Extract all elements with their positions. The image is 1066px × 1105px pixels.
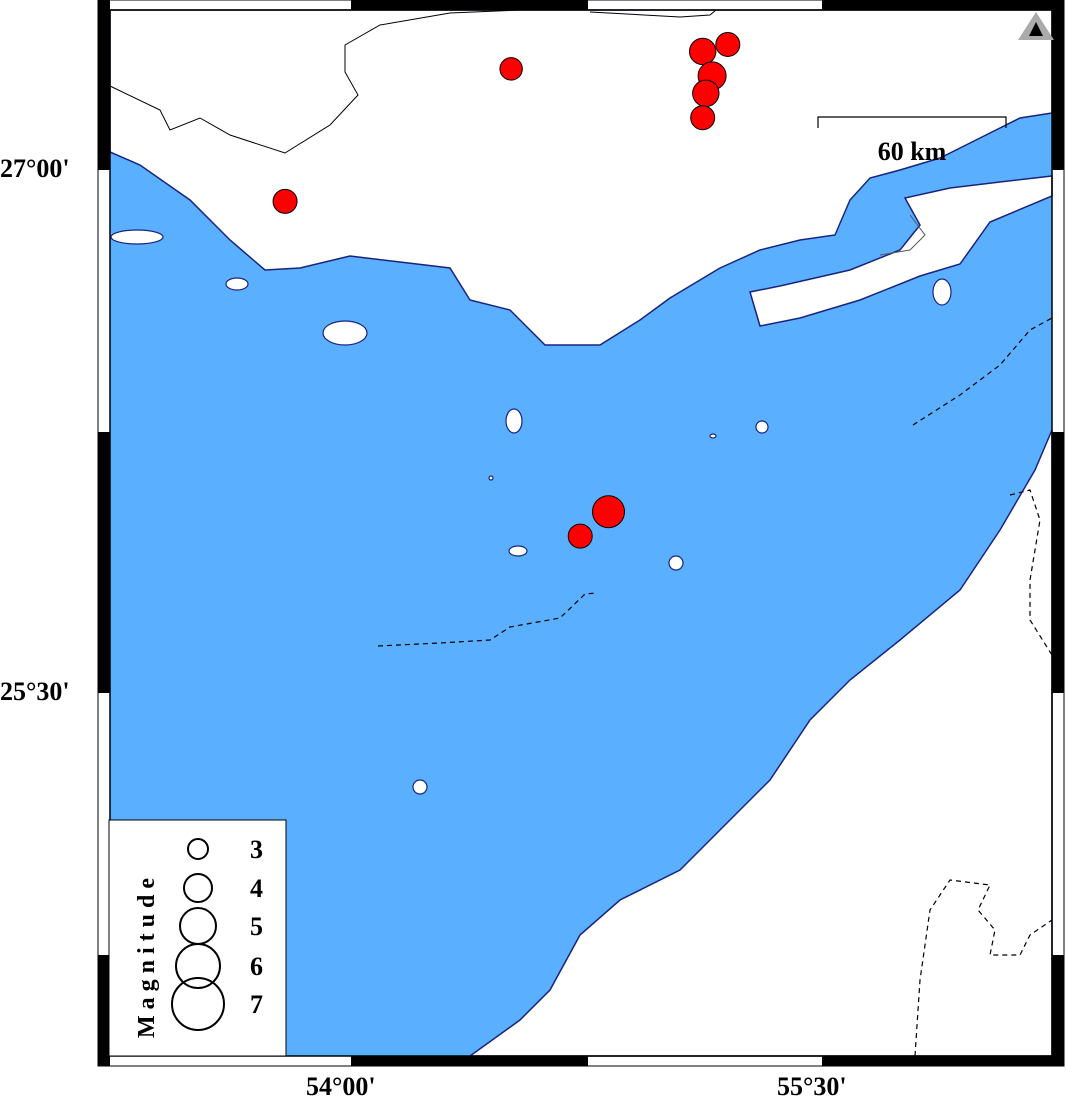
maritime-boundary [377,317,1053,1057]
triangle-icon [1018,12,1054,40]
map-frame [97,0,1065,1067]
events-layer [272,31,741,549]
legend-label: 7 [250,990,263,1019]
legend-circle [175,943,221,989]
legend-title: Magnitude [134,872,160,1038]
legend-label: 6 [250,952,263,981]
land-south [467,429,1053,1057]
x-tick-label: 55°30' [777,1072,847,1101]
border-line [879,214,926,256]
y-tick-label: 27°00' [0,154,70,183]
border-line [589,9,717,18]
legend: Magnitude 3 4 5 6 7 [108,819,287,1057]
legend-circle [171,977,225,1031]
border-line [109,9,521,154]
legend-circle [187,838,209,860]
scale-bar-label: 60 km [878,137,947,166]
earthquake-marker [272,188,298,214]
land-north [109,9,1053,346]
earthquake-marker [690,105,716,131]
earthquake-marker [692,79,720,107]
earthquake-marker [499,57,523,81]
legend-circle [183,873,213,903]
earthquake-marker [567,523,593,549]
legend-label: 3 [250,835,263,864]
earthquake-marker [715,31,741,57]
legend-label: 4 [250,874,263,903]
legend-label: 5 [250,912,263,941]
earthquake-marker [688,37,717,66]
earthquake-marker [591,495,625,529]
small-islands [110,229,952,795]
x-tick-label: 54°00' [306,1072,376,1101]
scale-bar [817,116,1007,128]
y-tick-label: 25°30' [0,677,70,707]
